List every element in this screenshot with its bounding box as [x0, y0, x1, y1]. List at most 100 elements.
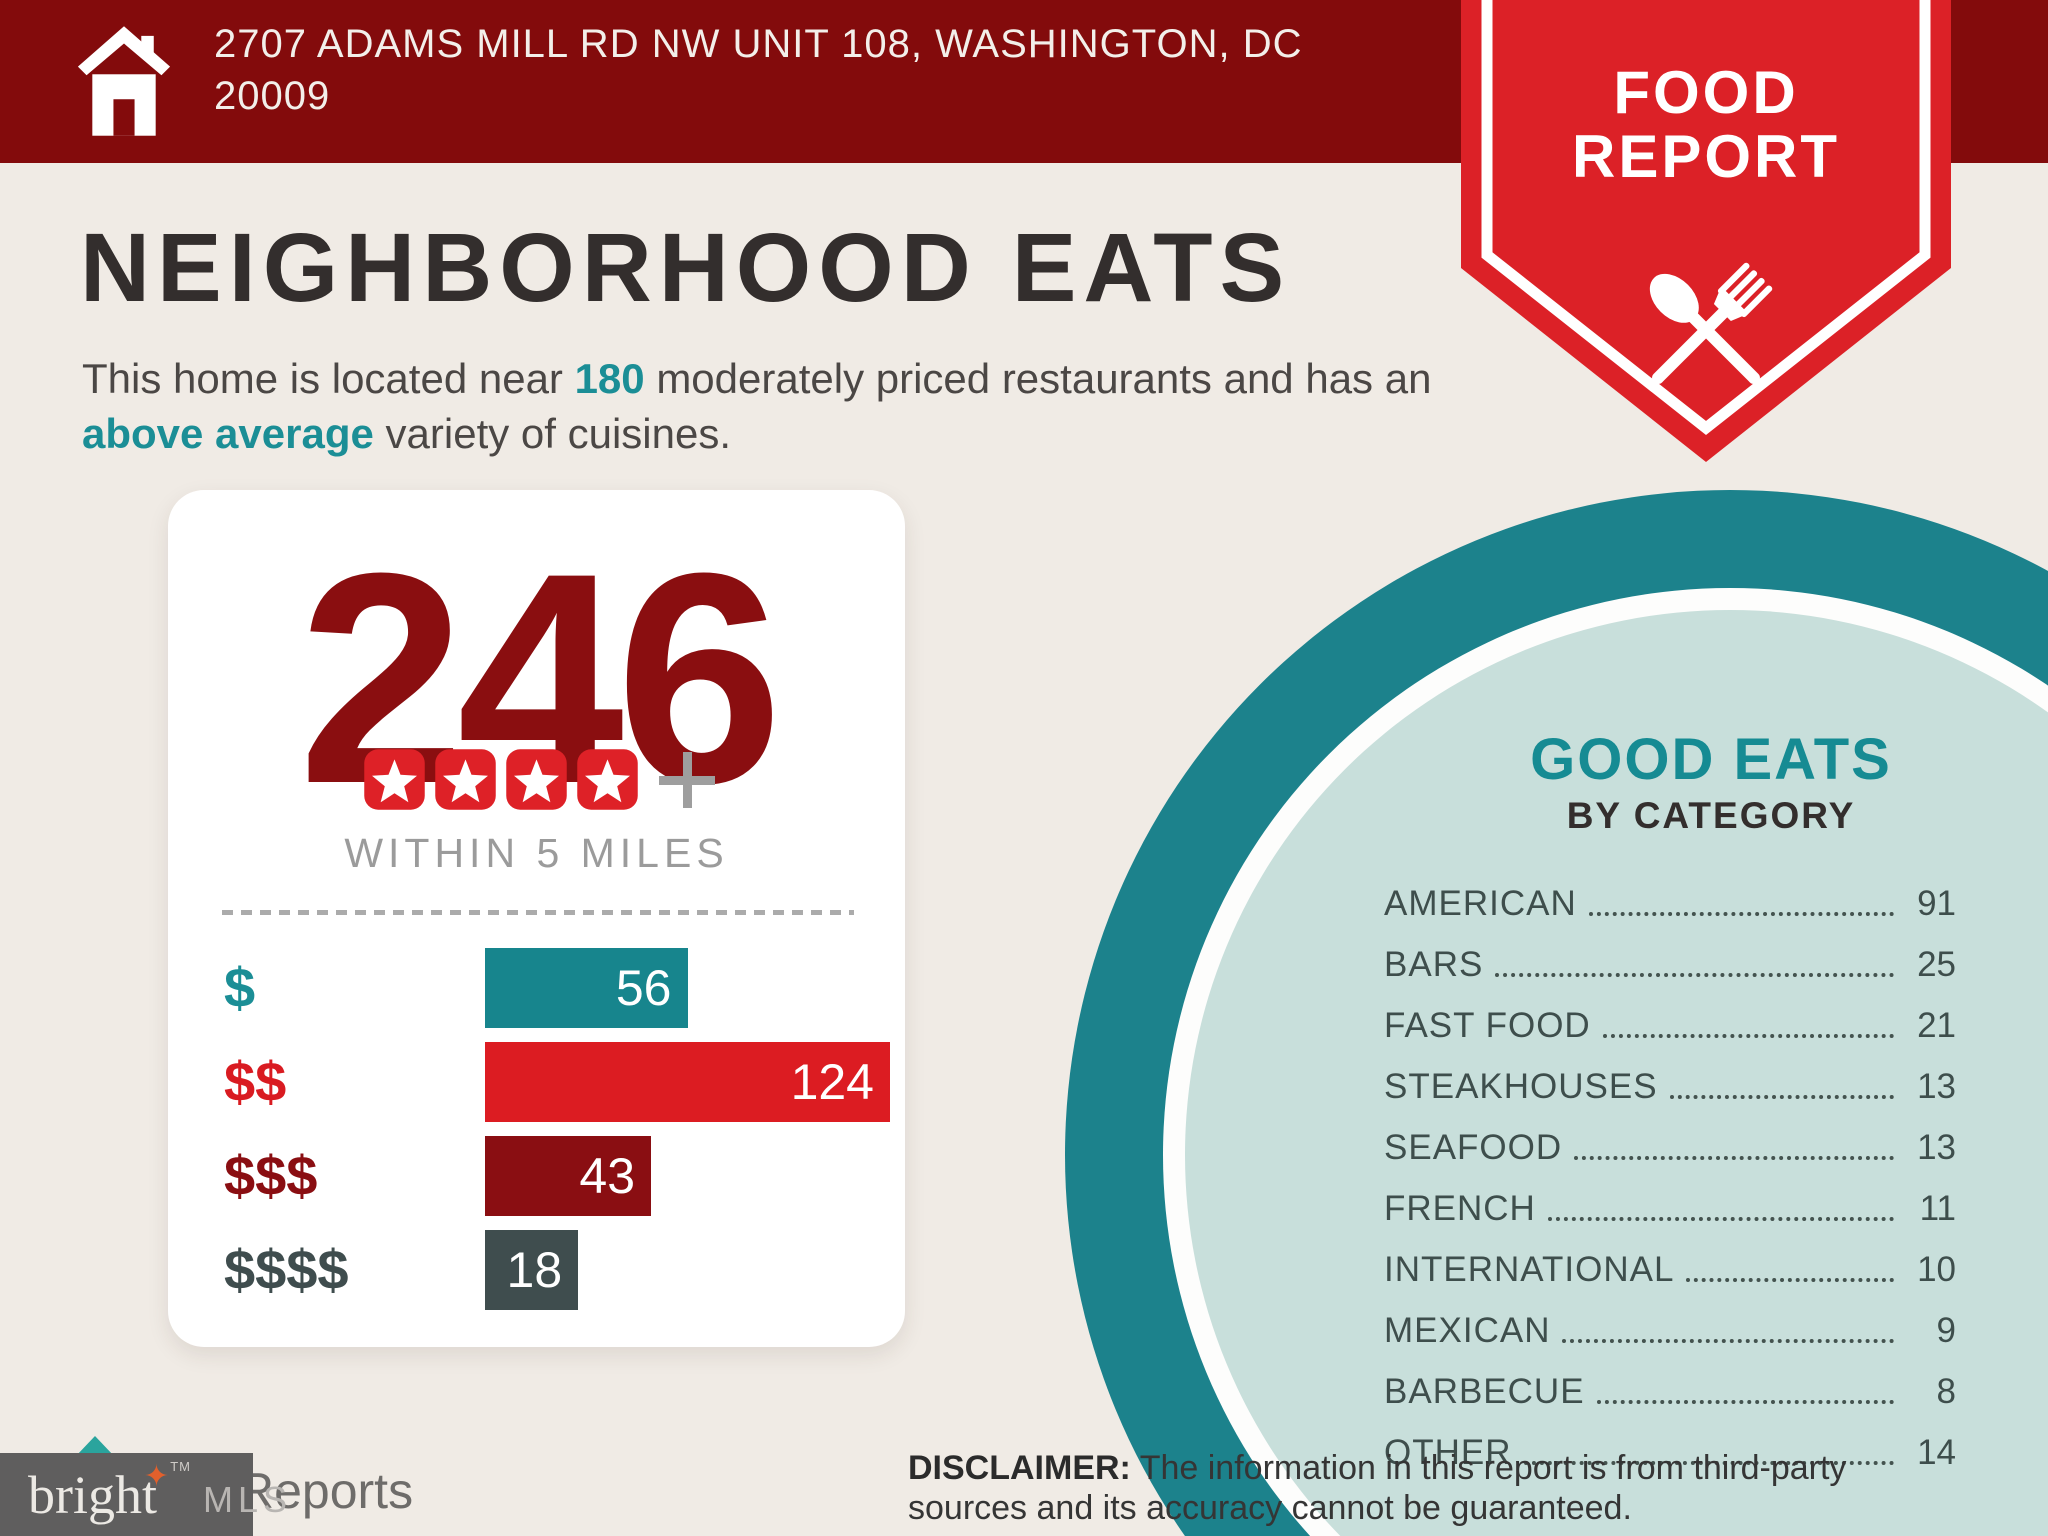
bar-track: 124	[485, 1042, 890, 1122]
badge-title-food: FOOD	[1613, 59, 1799, 126]
radius-caption: WITHIN 5 MILES	[344, 830, 729, 876]
category-count: 8	[1936, 1372, 1956, 1412]
intro-text-post: variety of cuisines.	[373, 409, 732, 457]
ribbon-shape	[1461, 0, 1951, 462]
category-label: OTHER	[1384, 1433, 1512, 1473]
category-count: 25	[1917, 945, 1956, 985]
bar-value: 56	[615, 960, 672, 1016]
price-tier-label: $	[224, 956, 256, 1019]
bar-track: 43	[485, 1136, 890, 1216]
reports-wordmark: Reports	[238, 1463, 414, 1519]
dot-leader	[1547, 1217, 1894, 1221]
category-label: STEAKHOUSES	[1384, 1067, 1658, 1107]
disclaimer-label: DISCLAIMER:	[908, 1449, 1131, 1487]
category-label: AMERICAN	[1384, 884, 1577, 924]
category-label: SEAFOOD	[1384, 1128, 1563, 1168]
category-row: STEAKHOUSES 13	[1384, 1045, 1956, 1106]
category-count: 14	[1917, 1433, 1956, 1473]
disclaimer: DISCLAIMER: The information in this repo…	[908, 1448, 1928, 1528]
bar-value: 43	[579, 1148, 636, 1204]
category-row: FAST FOOD 21	[1384, 984, 1956, 1045]
home-icon	[77, 26, 171, 136]
category-row: BARBECUE 8	[1384, 1350, 1956, 1411]
star-icon	[576, 749, 638, 810]
bar-row-one-dollar: $ 56	[168, 948, 905, 1028]
dot-leader	[1588, 912, 1894, 916]
disclaimer-text: The information in this report is from t…	[908, 1449, 1847, 1528]
dot-leader	[1669, 1095, 1894, 1099]
bar-value: 18	[506, 1242, 563, 1298]
category-label: FRENCH	[1384, 1189, 1536, 1229]
reports-logo-icon	[76, 1436, 114, 1456]
category-row: MEXICAN 9	[1384, 1289, 1956, 1350]
category-count: 13	[1917, 1128, 1956, 1168]
category-count: 13	[1917, 1067, 1956, 1107]
category-row: FRENCH 11	[1384, 1167, 1956, 1228]
bar-row-four-dollar: $$$$ 18	[168, 1230, 905, 1310]
rating-stars	[168, 748, 905, 811]
category-row: SEAFOOD 13	[1384, 1106, 1956, 1167]
category-row: OTHER 14	[1384, 1411, 1956, 1472]
bar-one-dollar: 56	[485, 948, 688, 1028]
food-report-badge: FOOD REPORT	[1461, 0, 1951, 480]
category-row: AMERICAN 91	[1384, 862, 1956, 923]
category-count: 11	[1919, 1189, 1956, 1229]
category-count: 9	[1936, 1311, 1956, 1351]
price-tier-label: $$$$	[224, 1238, 349, 1301]
category-count: 10	[1917, 1250, 1956, 1290]
mls-wordmark: MLS	[203, 1478, 293, 1520]
badge-title-report: REPORT	[1571, 123, 1841, 190]
dashed-divider	[222, 910, 854, 915]
dot-leader	[1596, 1400, 1894, 1404]
category-label: FAST FOOD	[1384, 1006, 1591, 1046]
category-row: INTERNATIONAL 10	[1384, 1228, 1956, 1289]
restaurant-summary-card: 246 WITHIN 5 MILES $	[168, 490, 905, 1347]
good-eats-title: GOOD EATS	[1530, 727, 1892, 792]
price-tier-label: $$$	[224, 1144, 318, 1207]
star-icon	[434, 749, 496, 810]
bar-track: 18	[485, 1230, 890, 1310]
bar-three-dollar: 43	[485, 1136, 652, 1216]
intro-sentence: This home is located near 180 moderately…	[82, 352, 1452, 461]
property-address: 2707 ADAMS MILL RD NW UNIT 108, WASHINGT…	[214, 18, 1454, 122]
address-line-2: 20009	[214, 74, 331, 118]
intro-text-pre: This home is located near	[82, 355, 575, 402]
good-eats-subtitle: BY CATEGORY	[1566, 795, 1856, 836]
address-line-1: 2707 ADAMS MILL RD NW UNIT 108, WASHINGT…	[214, 22, 1303, 66]
category-count: 91	[1917, 884, 1956, 924]
category-label: MEXICAN	[1384, 1311, 1551, 1351]
dot-leader	[1495, 973, 1894, 977]
spark-icon: ✦	[143, 1459, 169, 1493]
category-list: AMERICAN 91 BARS 25 FAST FOOD 21 STEAKHO…	[1384, 862, 1956, 1472]
spoon-fork-icon	[1649, 262, 1773, 384]
price-tier-bar-chart: $ 56 $$ 124 $$$ 43	[168, 948, 905, 1324]
dot-leader	[1602, 1034, 1894, 1038]
dot-leader	[1562, 1339, 1894, 1343]
category-label: INTERNATIONAL	[1384, 1250, 1675, 1290]
bar-row-three-dollar: $$$ 43	[168, 1136, 905, 1216]
page-title: NEIGHBORHOOD EATS	[80, 213, 1292, 322]
star-icon	[363, 749, 425, 810]
star-icon	[505, 749, 567, 810]
category-count: 21	[1917, 1006, 1956, 1046]
category-row: BARS 25	[1384, 923, 1956, 984]
bar-value: 124	[790, 1054, 874, 1110]
bar-row-two-dollar: $$ 124	[168, 1042, 905, 1122]
category-label: BARBECUE	[1384, 1372, 1585, 1412]
bright-wordmark: bright ✦ TM	[28, 1458, 191, 1525]
price-tier-label: $$	[224, 1050, 287, 1113]
bar-track: 56	[485, 948, 890, 1028]
dot-leader	[1686, 1278, 1894, 1282]
bar-two-dollar: 124	[485, 1042, 890, 1122]
dot-leader	[1523, 1461, 1894, 1465]
variety-highlight: above average	[82, 409, 374, 457]
trademark-symbol: TM	[170, 1458, 191, 1474]
intro-text-mid: moderately priced restaurants and has an	[644, 355, 1432, 402]
bar-four-dollar: 18	[485, 1230, 579, 1310]
category-label: BARS	[1384, 945, 1484, 985]
bright-mls-logo: bright ✦ TM MLS	[0, 1453, 287, 1536]
plus-icon	[658, 751, 715, 808]
restaurant-count-highlight: 180	[574, 355, 645, 402]
dot-leader	[1574, 1156, 1894, 1160]
